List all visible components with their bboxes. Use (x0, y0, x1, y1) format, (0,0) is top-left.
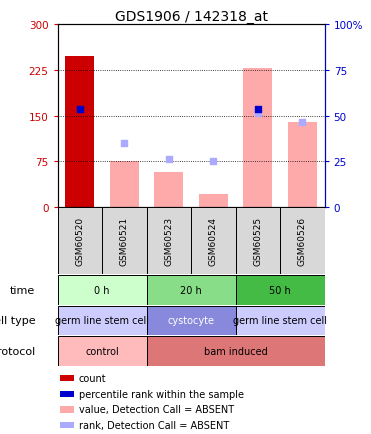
Bar (243, 69, 272, 207)
Bar (147, 306, 236, 335)
Point (210, 158, 216, 165)
Bar (280, 207, 325, 275)
Bar (60, 391, 73, 397)
Bar (199, 194, 228, 207)
Bar (147, 276, 236, 305)
Point (255, 110, 261, 117)
Bar (58, 276, 147, 305)
Text: GSM60526: GSM60526 (298, 217, 307, 266)
Point (299, 119, 305, 126)
Bar (102, 207, 147, 275)
Bar (236, 207, 280, 275)
Text: GSM60520: GSM60520 (75, 217, 84, 266)
Point (166, 157, 172, 164)
Text: 20 h: 20 h (180, 286, 202, 295)
Text: germ line stem cell: germ line stem cell (233, 316, 327, 326)
Text: GSM60521: GSM60521 (120, 217, 129, 266)
Bar (288, 122, 317, 207)
Bar (58, 207, 102, 275)
Bar (65, 57, 94, 207)
Bar (60, 375, 73, 381)
Point (77, 107, 83, 114)
Bar (110, 162, 139, 207)
Text: rank, Detection Call = ABSENT: rank, Detection Call = ABSENT (79, 420, 229, 430)
Text: 50 h: 50 h (269, 286, 291, 295)
Text: germ line stem cell: germ line stem cell (55, 316, 149, 326)
Bar (191, 207, 236, 275)
Text: control: control (85, 346, 119, 356)
Point (255, 107, 261, 114)
Text: 0 h: 0 h (94, 286, 110, 295)
Bar (147, 207, 191, 275)
Text: GSM60523: GSM60523 (164, 217, 173, 266)
Text: cell type: cell type (0, 316, 35, 326)
Bar (154, 173, 183, 207)
Bar (147, 336, 325, 366)
Text: cystocyte: cystocyte (168, 316, 214, 326)
Bar (236, 276, 325, 305)
Bar (60, 406, 73, 413)
Bar (58, 336, 147, 366)
Bar (60, 422, 73, 428)
Text: bam induced: bam induced (204, 346, 267, 356)
Text: protocol: protocol (0, 346, 35, 356)
Bar (236, 306, 325, 335)
Point (121, 140, 127, 147)
Text: count: count (79, 373, 106, 383)
Text: GSM60525: GSM60525 (253, 217, 262, 266)
Text: percentile rank within the sample: percentile rank within the sample (79, 389, 244, 399)
Text: time: time (10, 286, 35, 295)
Text: GSM60524: GSM60524 (209, 217, 218, 266)
Text: value, Detection Call = ABSENT: value, Detection Call = ABSENT (79, 404, 234, 414)
Title: GDS1906 / 142318_at: GDS1906 / 142318_at (115, 10, 267, 24)
Bar (58, 306, 147, 335)
